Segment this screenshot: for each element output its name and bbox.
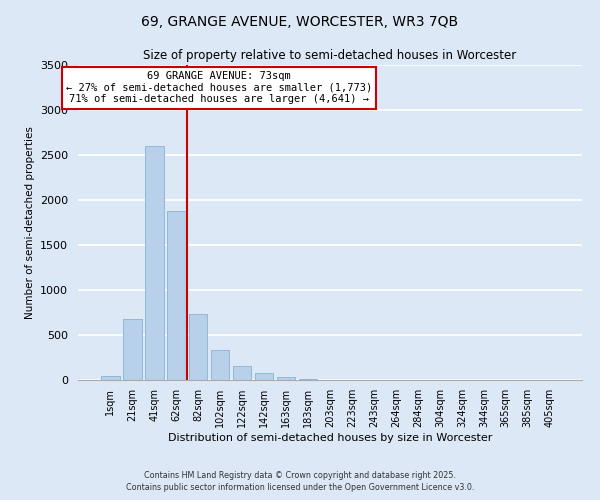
- Text: 69, GRANGE AVENUE, WORCESTER, WR3 7QB: 69, GRANGE AVENUE, WORCESTER, WR3 7QB: [142, 15, 458, 29]
- Bar: [101, 376, 119, 380]
- Title: Size of property relative to semi-detached houses in Worcester: Size of property relative to semi-detach…: [143, 50, 517, 62]
- Bar: [167, 211, 185, 380]
- Bar: [211, 350, 229, 380]
- Y-axis label: Number of semi-detached properties: Number of semi-detached properties: [25, 126, 35, 319]
- Bar: [255, 373, 274, 380]
- Bar: [233, 366, 251, 380]
- Bar: [123, 319, 142, 380]
- Bar: [277, 377, 295, 380]
- X-axis label: Distribution of semi-detached houses by size in Worcester: Distribution of semi-detached houses by …: [168, 432, 492, 442]
- Text: 69 GRANGE AVENUE: 73sqm
← 27% of semi-detached houses are smaller (1,773)
71% of: 69 GRANGE AVENUE: 73sqm ← 27% of semi-de…: [66, 72, 372, 104]
- Text: Contains HM Land Registry data © Crown copyright and database right 2025.: Contains HM Land Registry data © Crown c…: [144, 471, 456, 480]
- Bar: [189, 314, 208, 380]
- Bar: [145, 146, 164, 380]
- Text: Contains public sector information licensed under the Open Government Licence v3: Contains public sector information licen…: [126, 484, 474, 492]
